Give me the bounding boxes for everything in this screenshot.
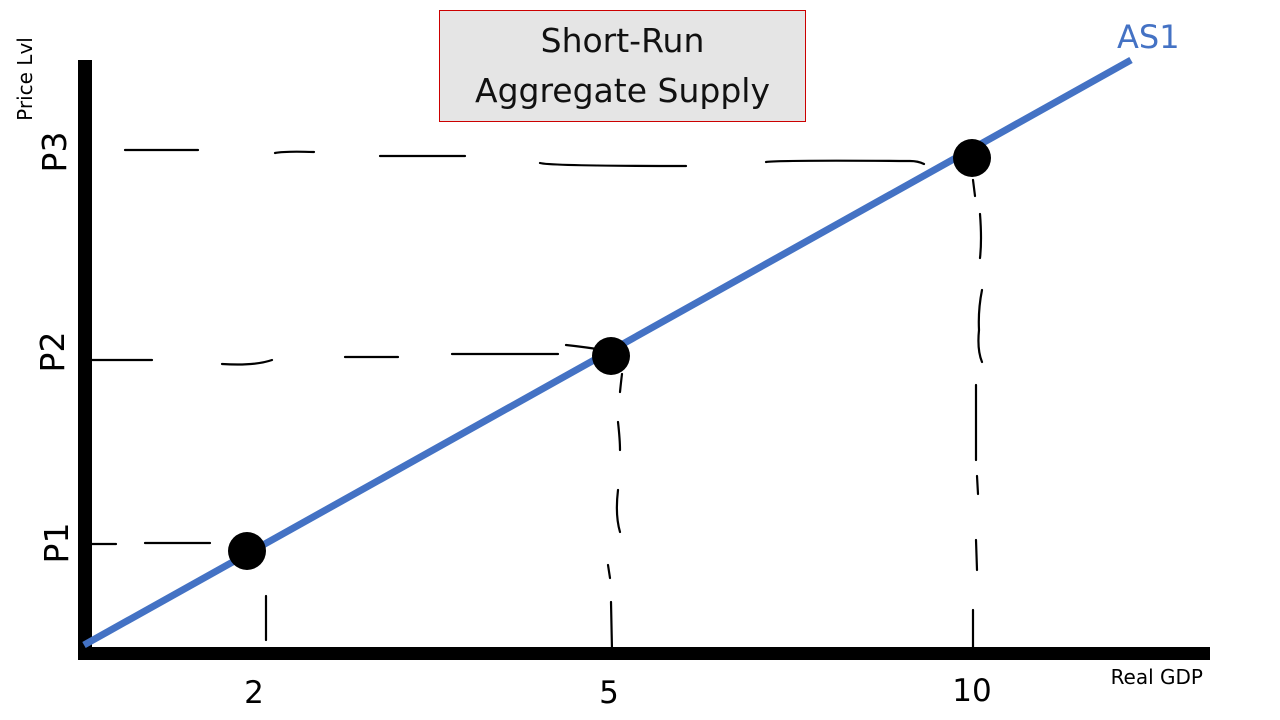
x-tick-label: 10	[952, 673, 991, 709]
guide-p3-horizontal	[123, 148, 926, 168]
as1-label: AS1	[1117, 18, 1180, 56]
guide-p2-horizontal	[90, 343, 612, 366]
y-tick-labels: P1 P2 P3	[33, 132, 76, 564]
point-5-p2	[592, 337, 630, 375]
title-line-1: Short-Run	[540, 21, 705, 60]
x-tick-labels: 2 5 10	[244, 673, 992, 711]
guide-lines	[90, 148, 984, 652]
guide-5-vertical	[606, 372, 624, 652]
y-tick-label: P1	[37, 523, 76, 564]
y-tick-label: P3	[35, 132, 74, 173]
axes	[78, 60, 1210, 660]
point-10-p3	[953, 139, 991, 177]
guide-p1-horizontal	[90, 541, 212, 546]
curve-points	[228, 139, 991, 570]
x-tick-label: 5	[599, 675, 619, 711]
x-tick-label: 2	[244, 675, 264, 711]
y-tick-label: P2	[33, 332, 72, 373]
point-2-p1	[228, 532, 266, 570]
y-axis	[78, 60, 92, 660]
title-line-2: Aggregate Supply	[475, 71, 770, 110]
x-axis	[78, 647, 1210, 660]
y-axis-label: Price Lvl	[13, 37, 37, 121]
x-axis-label: Real GDP	[1111, 665, 1203, 689]
title-box: Short-Run Aggregate Supply	[439, 10, 806, 122]
guide-10-vertical	[971, 178, 984, 650]
